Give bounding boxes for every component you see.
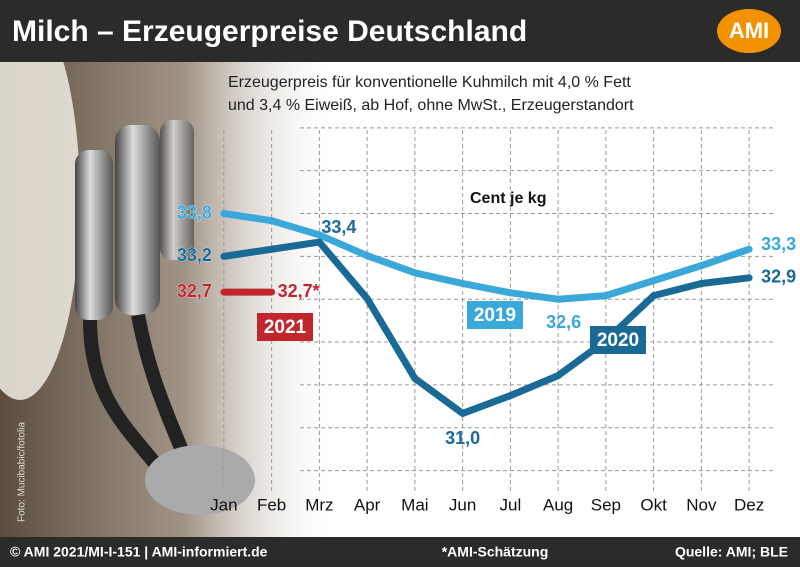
title-bar [0, 0, 800, 62]
point [363, 294, 371, 302]
data-label: 33,4 [321, 217, 356, 237]
point [506, 392, 514, 400]
point [220, 210, 228, 218]
point [315, 238, 323, 246]
x-tick-label: Apr [354, 495, 381, 514]
point [554, 295, 562, 303]
point [459, 280, 467, 288]
point [602, 292, 610, 300]
footer-text: © AMI 2021/MI-I-151 | AMI-informiert.de [10, 544, 268, 560]
point [697, 280, 705, 288]
point [650, 277, 658, 285]
legend-label: 2020 [597, 330, 639, 351]
data-label: 31,0 [445, 428, 480, 448]
photo-credit: Foto: Mucibabic/fotolia [17, 422, 28, 522]
photo [0, 0, 340, 537]
legend-box [467, 301, 523, 329]
point [220, 288, 228, 296]
subtitle: Erzeugerpreis für konventionelle Kuhmilc… [228, 74, 631, 91]
axis-label: Cent je kg [470, 190, 546, 207]
point [268, 288, 276, 296]
data-label: 32,6 [546, 312, 581, 332]
x-tick-label: Jan [210, 495, 237, 514]
x-tick-label: Nov [686, 495, 717, 514]
data-label: 32,9 [761, 267, 796, 287]
series-line [223, 238, 750, 417]
legend-box [590, 326, 646, 354]
logo-text: AMI [729, 18, 769, 43]
chart-title: Milch – Erzeugerpreise Deutschland [12, 15, 527, 48]
footer-bar [0, 537, 800, 567]
x-tick-label: Dez [734, 495, 764, 514]
point [745, 245, 753, 253]
x-tick-label: Feb [257, 495, 286, 514]
x-tick-label: Aug [543, 495, 573, 514]
data-label: 32,7* [278, 281, 320, 301]
x-tick-label: Jun [449, 495, 476, 514]
x-tick-label: Sep [591, 495, 621, 514]
point [745, 274, 753, 282]
footer-text: Quelle: AMI; BLE [675, 544, 788, 560]
x-tick-label: Okt [640, 495, 667, 514]
point [220, 252, 228, 260]
point [650, 292, 658, 300]
footer-text: *AMI-Schätzung [442, 544, 549, 560]
point [697, 262, 705, 270]
point [554, 372, 562, 380]
legend-label: 2021 [264, 317, 307, 338]
point [268, 217, 276, 225]
series-line [223, 210, 751, 303]
data-label: 32,7 [177, 281, 212, 301]
point [459, 409, 467, 417]
data-label: 33,8 [177, 202, 212, 222]
point [315, 231, 323, 239]
point [363, 252, 371, 260]
point [268, 245, 276, 253]
legend-box [257, 313, 313, 341]
x-tick-label: Mai [401, 495, 428, 514]
logo [717, 9, 781, 53]
data-label: 33,2 [177, 245, 212, 265]
subtitle: und 3,4 % Eiweiß, ab Hof, ohne MwSt., Er… [228, 97, 634, 114]
point [506, 289, 514, 297]
point [411, 374, 419, 382]
x-tick-label: Mrz [305, 495, 333, 514]
legend-label: 2019 [474, 305, 516, 326]
point [411, 269, 419, 277]
x-tick-label: Jul [500, 495, 522, 514]
data-label: 33,3 [761, 234, 796, 254]
